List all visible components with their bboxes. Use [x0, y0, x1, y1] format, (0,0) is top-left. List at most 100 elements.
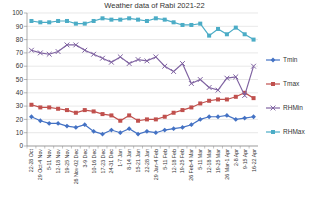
grid-line — [27, 92, 258, 93]
point — [47, 105, 51, 109]
point — [180, 108, 184, 112]
point — [29, 114, 34, 119]
point — [251, 114, 256, 119]
tick — [24, 52, 27, 53]
point — [56, 19, 60, 23]
point — [47, 20, 51, 24]
category-label: 15-21 Jan — [135, 149, 141, 173]
tick — [62, 146, 63, 149]
point — [83, 108, 87, 112]
tick-label: 90 — [16, 23, 24, 30]
tick — [142, 146, 143, 149]
tick — [106, 146, 107, 149]
point — [136, 57, 141, 62]
legend-marker — [271, 58, 276, 63]
point — [189, 105, 193, 109]
point — [180, 61, 185, 66]
category-label: 5-11 Mar — [197, 149, 203, 170]
category-label: 3-9 Dec — [82, 149, 88, 168]
category-label: 5-11 Feb — [162, 149, 168, 170]
tick — [213, 146, 214, 149]
tick — [53, 146, 54, 149]
tick — [151, 146, 152, 149]
point — [100, 56, 105, 61]
legend-label: Tmax — [283, 80, 300, 87]
tick — [249, 146, 250, 149]
point — [216, 114, 221, 119]
category-label: 5-11 Nov — [46, 149, 52, 170]
tick — [186, 146, 187, 149]
point — [145, 58, 150, 63]
point — [252, 38, 256, 42]
category-label: 1-7 Jan — [117, 149, 123, 167]
tick — [195, 146, 196, 149]
category-label: 26 Feb-4 Mar — [188, 149, 194, 181]
point — [56, 107, 60, 111]
tick — [115, 146, 116, 149]
point — [127, 113, 131, 117]
point — [101, 16, 105, 20]
point — [145, 129, 150, 134]
legend-label: RHMax — [283, 128, 305, 135]
category-label: 26 Mar-1 Apr — [224, 149, 230, 180]
series-line — [31, 45, 253, 96]
tick — [178, 146, 179, 149]
tick — [98, 146, 99, 149]
tick — [169, 146, 170, 149]
legend-marker — [271, 130, 275, 134]
point — [189, 122, 194, 127]
tick — [27, 146, 28, 149]
tick — [240, 146, 241, 149]
point — [163, 18, 167, 22]
point — [163, 115, 167, 119]
point — [242, 93, 247, 98]
point — [83, 22, 87, 26]
point — [29, 48, 34, 53]
point — [47, 121, 52, 126]
category-label: 24-31 Dec — [108, 149, 114, 174]
tick — [71, 146, 72, 149]
point — [242, 116, 247, 121]
category-label: 29 Jan-4 Feb — [153, 149, 159, 180]
tick — [80, 146, 81, 149]
point — [118, 130, 123, 135]
grid-line — [27, 66, 258, 67]
point — [180, 125, 185, 130]
grid-line — [27, 13, 258, 14]
category-label: 12-18 Mar — [206, 149, 212, 173]
point — [189, 81, 194, 86]
grid-line — [27, 26, 258, 27]
point — [225, 97, 229, 101]
point — [189, 23, 193, 27]
point — [82, 122, 87, 127]
tick — [24, 92, 27, 93]
point — [65, 108, 69, 112]
point — [74, 111, 78, 115]
category-label: 22-28 Oct — [28, 148, 34, 172]
category-label: 12-18 Feb — [171, 149, 177, 173]
point — [74, 22, 78, 26]
tick — [24, 106, 27, 107]
point — [92, 109, 96, 113]
tick — [204, 146, 205, 149]
point — [109, 113, 113, 117]
category-label: 19-25 Mar — [215, 149, 221, 173]
point — [172, 20, 176, 24]
title: Weather data of Rabi 2021-22 — [104, 1, 204, 10]
point — [38, 118, 43, 123]
series-line — [31, 93, 253, 121]
point — [100, 132, 105, 137]
point — [136, 132, 141, 137]
tick — [44, 146, 45, 149]
point — [56, 121, 61, 126]
point — [109, 60, 114, 65]
series-line — [31, 18, 253, 39]
tick-label: 100 — [12, 9, 23, 16]
grid-line — [27, 106, 258, 107]
point — [198, 117, 203, 122]
tick — [222, 146, 223, 149]
legend-marker — [271, 82, 275, 86]
point — [234, 26, 238, 30]
tick — [24, 146, 27, 147]
point — [225, 76, 230, 81]
